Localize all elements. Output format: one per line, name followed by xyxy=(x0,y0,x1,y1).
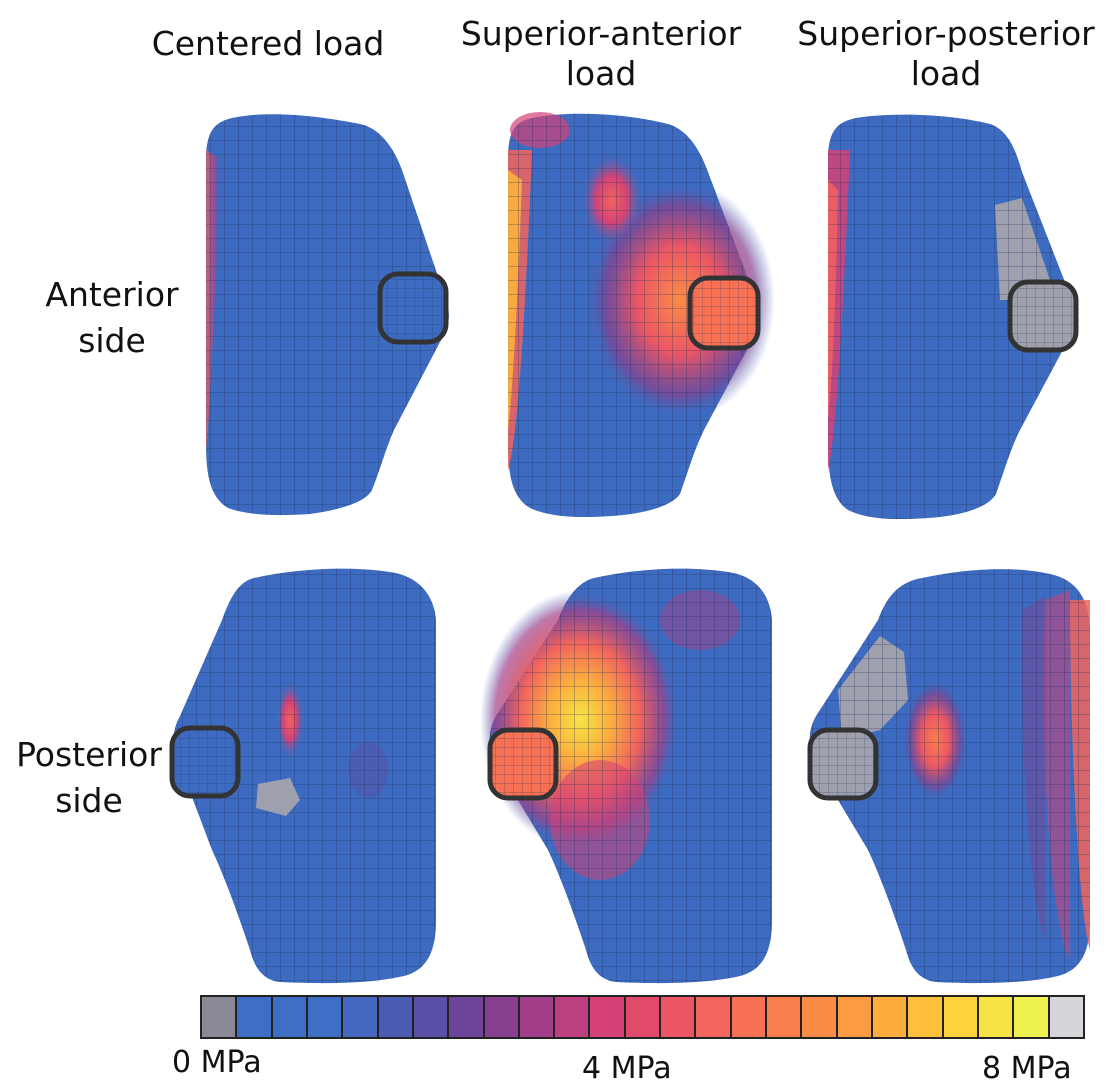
scale-swatch xyxy=(1014,997,1050,1037)
scale-swatch xyxy=(272,997,308,1037)
scale-swatch xyxy=(837,997,873,1037)
scale-swatch xyxy=(908,997,944,1037)
scale-min-label: 0 MPa xyxy=(172,1045,262,1080)
column-label-centered-line-1: Centered load xyxy=(151,24,385,63)
row-label-posterior-line-1: Posterior xyxy=(16,735,162,774)
scale-swatch xyxy=(943,997,979,1037)
column-label-superior-posterior-line-2: load xyxy=(910,54,982,93)
column-label-centered: Centered load xyxy=(138,24,398,64)
scale-swatch xyxy=(696,997,732,1037)
scale-swatch xyxy=(661,997,697,1037)
column-label-superior-posterior-line-1: Superior-posterior xyxy=(797,14,1095,53)
scale-max-label: 8 MPa xyxy=(982,1051,1072,1086)
panel-anterior-superior-anterior xyxy=(508,112,775,518)
scale-swatch xyxy=(802,997,838,1037)
scale-swatch xyxy=(343,997,379,1037)
scale-swatch xyxy=(1049,997,1083,1037)
scale-swatch xyxy=(767,997,803,1037)
panel-posterior-superior-anterior xyxy=(480,568,772,984)
row-label-anterior-line-2: side xyxy=(78,321,146,360)
scale-swatch xyxy=(413,997,450,1037)
panel-anterior-superior-posterior xyxy=(828,114,1079,520)
scale-swatch xyxy=(202,997,238,1037)
row-label-posterior: Posterior side xyxy=(4,732,174,824)
scale-swatch xyxy=(449,997,485,1037)
scale-swatch xyxy=(590,997,626,1037)
scale-swatch xyxy=(378,997,414,1037)
column-label-superior-anterior: Superior-anterior load xyxy=(436,14,766,94)
scale-swatch xyxy=(519,997,556,1037)
scale-swatch xyxy=(978,997,1015,1037)
row-label-posterior-line-2: side xyxy=(55,781,123,820)
row-label-anterior-line-1: Anterior xyxy=(45,275,179,314)
scale-swatch xyxy=(625,997,662,1037)
scale-swatch xyxy=(555,997,591,1037)
scale-swatch xyxy=(872,997,909,1037)
column-label-superior-anterior-line-2: load xyxy=(565,54,637,93)
scale-swatch xyxy=(237,997,273,1037)
scale-mid-label: 4 MPa xyxy=(582,1051,672,1086)
scale-swatch xyxy=(307,997,344,1037)
panel-posterior-superior-posterior xyxy=(807,569,1090,984)
panel-posterior-centered xyxy=(169,568,436,984)
column-label-superior-anterior-line-1: Superior-anterior xyxy=(460,14,742,53)
stress-color-scale xyxy=(200,995,1085,1039)
scale-swatch xyxy=(731,997,767,1037)
scale-swatch xyxy=(484,997,520,1037)
panel-anterior-centered xyxy=(206,114,449,516)
column-label-superior-posterior: Superior-posterior load xyxy=(776,14,1116,94)
row-label-anterior: Anterior side xyxy=(22,272,202,364)
